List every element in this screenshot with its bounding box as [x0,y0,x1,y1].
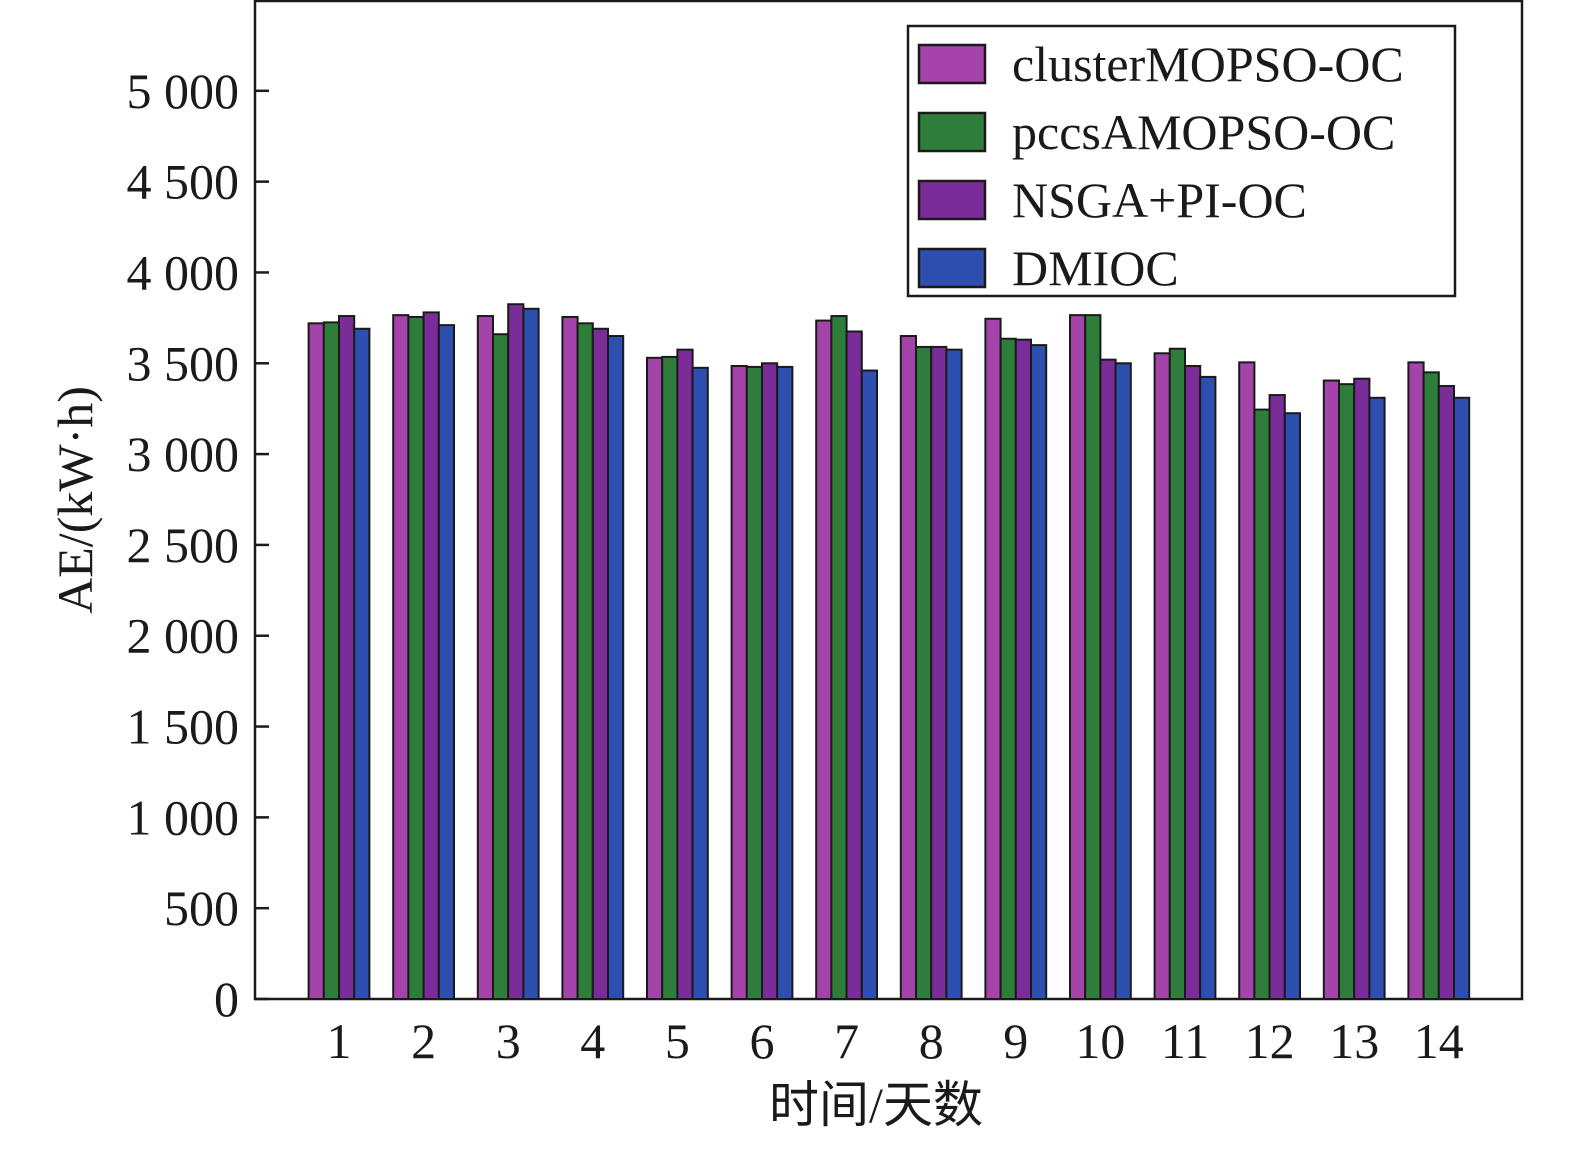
bar [730,364,748,1001]
bar [761,362,779,1001]
y-tick-label: 2 000 [127,608,240,664]
legend-label: DMIOC [1012,240,1179,296]
bar [1283,412,1302,1000]
y-tick-label: 1 500 [127,699,240,755]
bar [561,315,579,1000]
x-tick-label: 8 [919,1013,944,1069]
bar [576,322,594,1000]
bar [1030,344,1048,1001]
x-tick-label: 1 [327,1013,352,1069]
bar [1437,384,1456,1000]
legend-label: clusterMOPSO-OC [1012,36,1404,92]
bar [899,335,917,1000]
legend-swatch [917,247,987,289]
x-tick-label: 12 [1245,1013,1295,1069]
y-tick-label: 2 500 [127,517,240,573]
x-tick-label: 5 [665,1013,690,1069]
bar [676,348,694,1000]
bar [1353,377,1371,1001]
bar [1407,361,1425,1000]
x-tick-label: 4 [580,1013,605,1069]
bar [1268,394,1286,1000]
bar [1069,314,1087,1000]
x-tick-label: 13 [1329,1013,1379,1069]
x-tick-label: 11 [1161,1013,1209,1069]
bar [776,365,794,1000]
bar [915,345,933,1000]
bar [422,311,440,1000]
bar [661,355,679,1000]
bar [1114,362,1132,1001]
bar [930,345,948,1000]
bar [815,319,833,1000]
bar [322,321,340,1000]
bar [945,348,963,1000]
bar [1153,352,1171,1000]
bar [607,335,625,1000]
y-tick-label: 500 [164,880,239,936]
bar [307,322,325,1000]
x-tick-label: 14 [1414,1013,1464,1069]
bar [845,330,863,1000]
bar [507,303,525,1000]
bar [1014,338,1032,1001]
x-tick-label: 2 [411,1013,436,1069]
legend-label: NSGA+PI-OC [1012,172,1307,228]
legend-swatch [917,111,987,153]
x-tick-label: 6 [750,1013,775,1069]
x-tick-label: 9 [1003,1013,1028,1069]
bar [338,315,356,1000]
bar [860,369,878,1000]
x-tick-label: 7 [834,1013,859,1069]
y-tick-label: 5 000 [127,63,240,119]
x-axis-label: 时间/天数 [769,1077,983,1133]
y-tick-label: 3 000 [127,426,240,482]
y-tick-label: 4 500 [127,154,240,210]
bar [1368,396,1386,1000]
y-tick-label: 4 000 [127,244,240,300]
plot-frame [253,0,1524,1001]
x-tick-label: 10 [1075,1013,1125,1069]
bar [591,327,609,1000]
bar [1238,361,1256,1000]
bar [984,317,1002,1001]
legend-swatch [917,179,987,221]
bar [1099,358,1117,1000]
plot-area: 0 500 1 000 1 500 2 000 2 500 3 000 3 500 4 000 4… [127,0,1524,1069]
legend-swatch [917,43,987,85]
bar [476,315,494,1000]
bar [1199,375,1217,1000]
bar [646,356,664,1001]
bar [745,365,763,1000]
bar [1422,371,1440,1000]
y-tick-label: 1 000 [127,789,240,845]
bar [407,315,425,1000]
legend: clusterMOPSO-OC pccsAMOPSO-OC NSGA+PI-OC DM… [906,24,1457,298]
legend-label: pccsAMOPSO-OC [1012,104,1395,160]
bar [1338,383,1356,1001]
bar [522,307,540,1001]
bar [1322,379,1341,1000]
bar [1453,396,1471,1000]
x-tick-label: 3 [496,1013,521,1069]
bar [392,314,410,1000]
y-tick-label: 3 500 [127,335,240,391]
bar [999,337,1017,1000]
bar [1184,364,1202,1001]
bar [830,315,848,1000]
bar [353,327,371,1000]
legend-box [906,24,1457,298]
y-axis-label: AE/(kW·h) [47,386,103,614]
bar [492,333,510,1000]
bar [691,366,709,1000]
bar [1253,408,1271,1000]
bar [1084,314,1102,1000]
bar [437,324,455,1000]
bar [1168,347,1187,1000]
y-tick-label: 0 [214,971,239,1027]
